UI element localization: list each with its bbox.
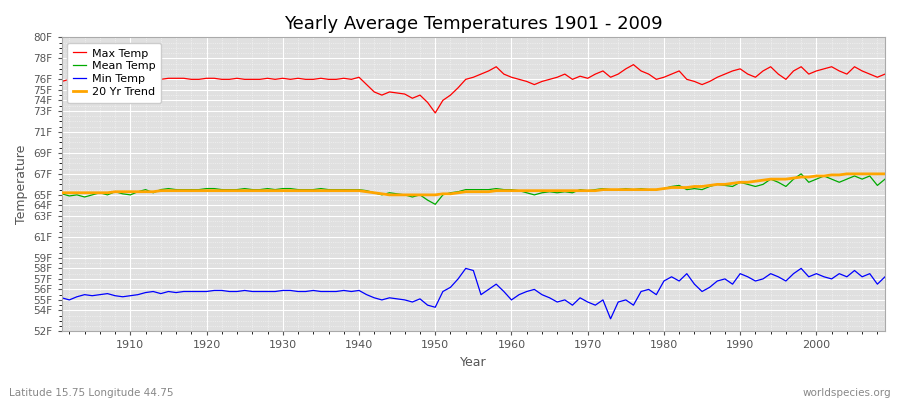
Y-axis label: Temperature: Temperature <box>15 145 28 224</box>
Text: worldspecies.org: worldspecies.org <box>803 388 891 398</box>
Mean Temp <box>330 187 341 192</box>
Line: Max Temp: Max Temp <box>62 65 885 113</box>
Mean Temp <box>796 172 806 176</box>
Max Temp <box>117 77 128 82</box>
Max Temp <box>628 62 639 67</box>
Line: 20 Yr Trend: 20 Yr Trend <box>62 174 885 195</box>
Mean Temp <box>117 192 128 196</box>
Legend: Max Temp, Mean Temp, Min Temp, 20 Yr Trend: Max Temp, Mean Temp, Min Temp, 20 Yr Tre… <box>68 43 161 103</box>
20 Yr Trend <box>605 187 616 192</box>
Min Temp <box>506 298 517 302</box>
20 Yr Trend <box>57 190 68 195</box>
20 Yr Trend <box>514 188 525 193</box>
Mean Temp <box>605 187 616 192</box>
20 Yr Trend <box>117 189 128 194</box>
Mean Temp <box>430 202 441 207</box>
Mean Temp <box>514 188 525 193</box>
20 Yr Trend <box>842 172 852 176</box>
Max Temp <box>605 75 616 80</box>
Mean Temp <box>285 186 296 191</box>
20 Yr Trend <box>506 188 517 193</box>
Min Temp <box>605 316 616 321</box>
Max Temp <box>285 77 296 82</box>
Line: Min Temp: Min Temp <box>62 268 885 319</box>
Mean Temp <box>879 177 890 182</box>
Text: Latitude 15.75 Longitude 44.75: Latitude 15.75 Longitude 44.75 <box>9 388 174 398</box>
Max Temp <box>514 77 525 82</box>
Max Temp <box>57 79 68 84</box>
Min Temp <box>330 289 341 294</box>
20 Yr Trend <box>384 192 395 197</box>
20 Yr Trend <box>879 172 890 176</box>
Max Temp <box>430 110 441 115</box>
Min Temp <box>460 266 471 271</box>
Min Temp <box>57 296 68 300</box>
Title: Yearly Average Temperatures 1901 - 2009: Yearly Average Temperatures 1901 - 2009 <box>284 15 662 33</box>
Min Temp <box>613 300 624 304</box>
Min Temp <box>117 294 128 299</box>
Min Temp <box>514 292 525 297</box>
Line: Mean Temp: Mean Temp <box>62 174 885 204</box>
Min Temp <box>879 274 890 279</box>
Min Temp <box>285 288 296 293</box>
20 Yr Trend <box>285 188 296 193</box>
Max Temp <box>330 77 341 82</box>
Max Temp <box>879 72 890 76</box>
Max Temp <box>506 75 517 80</box>
20 Yr Trend <box>330 188 341 193</box>
X-axis label: Year: Year <box>460 356 487 369</box>
Mean Temp <box>57 192 68 196</box>
Mean Temp <box>506 187 517 192</box>
